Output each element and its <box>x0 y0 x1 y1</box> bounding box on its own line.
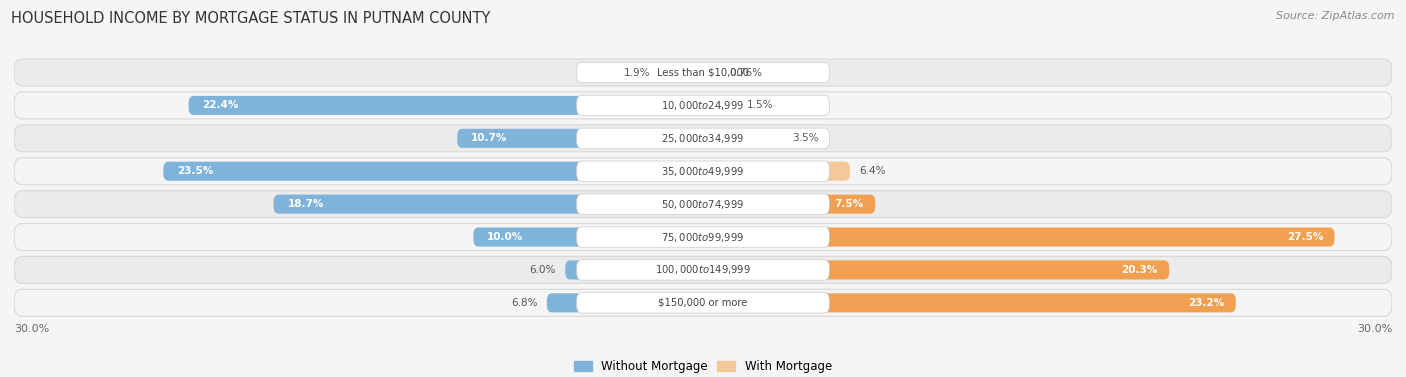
Text: 30.0%: 30.0% <box>1357 324 1392 334</box>
FancyBboxPatch shape <box>14 256 1392 284</box>
FancyBboxPatch shape <box>547 293 703 313</box>
Text: $35,000 to $49,999: $35,000 to $49,999 <box>661 165 745 178</box>
FancyBboxPatch shape <box>703 63 720 82</box>
FancyBboxPatch shape <box>163 162 703 181</box>
Text: 20.3%: 20.3% <box>1122 265 1157 275</box>
FancyBboxPatch shape <box>703 129 783 148</box>
Legend: Without Mortgage, With Mortgage: Without Mortgage, With Mortgage <box>569 356 837 377</box>
FancyBboxPatch shape <box>14 125 1392 152</box>
FancyBboxPatch shape <box>576 161 830 181</box>
FancyBboxPatch shape <box>14 59 1392 86</box>
Text: 6.8%: 6.8% <box>512 298 537 308</box>
Text: 23.2%: 23.2% <box>1188 298 1225 308</box>
FancyBboxPatch shape <box>14 191 1392 218</box>
FancyBboxPatch shape <box>274 195 703 214</box>
FancyBboxPatch shape <box>703 261 1170 279</box>
FancyBboxPatch shape <box>703 227 1334 247</box>
Text: 23.5%: 23.5% <box>177 166 214 176</box>
FancyBboxPatch shape <box>659 63 703 82</box>
Text: 10.7%: 10.7% <box>471 133 508 143</box>
FancyBboxPatch shape <box>474 227 703 247</box>
Text: HOUSEHOLD INCOME BY MORTGAGE STATUS IN PUTNAM COUNTY: HOUSEHOLD INCOME BY MORTGAGE STATUS IN P… <box>11 11 491 26</box>
Text: 3.5%: 3.5% <box>793 133 820 143</box>
Text: $100,000 to $149,999: $100,000 to $149,999 <box>655 264 751 276</box>
FancyBboxPatch shape <box>576 95 830 116</box>
Text: 1.5%: 1.5% <box>747 100 773 110</box>
FancyBboxPatch shape <box>14 289 1392 316</box>
FancyBboxPatch shape <box>703 162 851 181</box>
FancyBboxPatch shape <box>576 293 830 313</box>
Text: 18.7%: 18.7% <box>287 199 323 209</box>
Text: 27.5%: 27.5% <box>1286 232 1323 242</box>
Text: Less than $10,000: Less than $10,000 <box>657 67 749 78</box>
Text: $10,000 to $24,999: $10,000 to $24,999 <box>661 99 745 112</box>
FancyBboxPatch shape <box>565 261 703 279</box>
FancyBboxPatch shape <box>576 62 830 83</box>
FancyBboxPatch shape <box>576 260 830 280</box>
Text: 6.4%: 6.4% <box>859 166 886 176</box>
Text: 1.9%: 1.9% <box>624 67 650 78</box>
Text: $25,000 to $34,999: $25,000 to $34,999 <box>661 132 745 145</box>
Text: $75,000 to $99,999: $75,000 to $99,999 <box>661 230 745 244</box>
Text: 7.5%: 7.5% <box>835 199 863 209</box>
Text: $50,000 to $74,999: $50,000 to $74,999 <box>661 198 745 211</box>
Text: 22.4%: 22.4% <box>202 100 239 110</box>
FancyBboxPatch shape <box>576 194 830 215</box>
FancyBboxPatch shape <box>576 227 830 247</box>
FancyBboxPatch shape <box>576 128 830 149</box>
FancyBboxPatch shape <box>14 158 1392 185</box>
Text: Source: ZipAtlas.com: Source: ZipAtlas.com <box>1277 11 1395 21</box>
FancyBboxPatch shape <box>14 92 1392 119</box>
FancyBboxPatch shape <box>703 293 1236 313</box>
Text: $150,000 or more: $150,000 or more <box>658 298 748 308</box>
FancyBboxPatch shape <box>703 195 875 214</box>
Text: 30.0%: 30.0% <box>14 324 49 334</box>
FancyBboxPatch shape <box>457 129 703 148</box>
Text: 10.0%: 10.0% <box>486 232 523 242</box>
FancyBboxPatch shape <box>188 96 703 115</box>
Text: 6.0%: 6.0% <box>530 265 555 275</box>
FancyBboxPatch shape <box>14 224 1392 251</box>
FancyBboxPatch shape <box>703 96 738 115</box>
Text: 0.76%: 0.76% <box>730 67 762 78</box>
